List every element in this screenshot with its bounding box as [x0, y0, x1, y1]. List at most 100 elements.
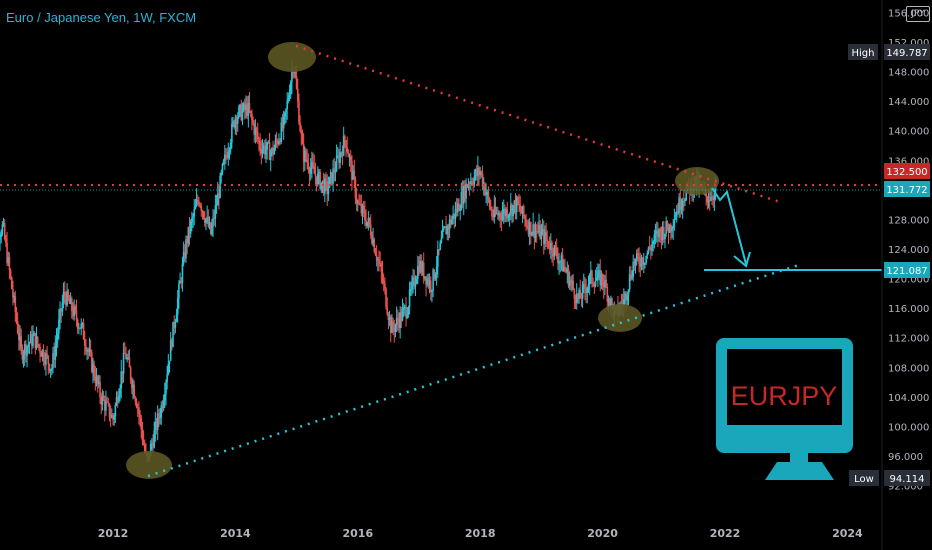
candle-body [321, 180, 324, 183]
candle-body [681, 200, 684, 208]
candle-body [411, 281, 413, 290]
candle-body [564, 266, 566, 270]
candle-body [179, 280, 181, 284]
candle-body [630, 274, 632, 279]
candle-body [677, 211, 679, 214]
candle-body [324, 178, 326, 194]
candle-body [575, 293, 578, 303]
candle-body [238, 107, 240, 118]
candle-body [279, 140, 281, 142]
candle-body [102, 395, 105, 401]
candle-body [467, 184, 470, 188]
candle-body [208, 222, 211, 227]
candle-body [288, 94, 291, 99]
candle-body [111, 414, 113, 418]
candle-body [539, 225, 542, 239]
currency-badge[interactable]: JPY [906, 6, 930, 22]
ascending-trendline[interactable] [147, 262, 803, 478]
x-tick-label: 2012 [98, 527, 129, 540]
candle-body [21, 348, 24, 360]
candle-body [631, 276, 633, 279]
candle-body [650, 248, 652, 251]
candle-body [447, 225, 450, 230]
candle-body [189, 221, 192, 234]
candle-body [414, 283, 417, 287]
candle-body [32, 335, 34, 346]
low-value-badge: 94.114 [884, 470, 930, 486]
candle-body [548, 246, 551, 250]
projection-arrow[interactable] [711, 187, 747, 265]
candle-body [228, 149, 231, 153]
candle-body [27, 344, 30, 347]
candle-body [305, 150, 307, 160]
candle-body [40, 353, 43, 357]
candle-body [473, 176, 476, 185]
candle-body [332, 168, 334, 184]
candle-body [448, 219, 451, 230]
candle-body [232, 121, 234, 124]
candle-body [99, 381, 101, 398]
candle-body [206, 216, 208, 220]
candle-body [710, 196, 712, 201]
candle-body [664, 233, 666, 240]
candle-body [107, 401, 110, 404]
candle-body [434, 274, 437, 279]
candle-body [504, 208, 506, 216]
candle-body [49, 368, 52, 371]
candle-body [610, 298, 612, 306]
candle-body [20, 336, 22, 349]
candle-body [712, 198, 715, 200]
candle-body [100, 397, 103, 405]
candle-body [604, 279, 606, 288]
x-tick-label: 2020 [587, 527, 618, 540]
candle-body [69, 298, 72, 304]
candle-body [438, 249, 440, 251]
candle-body [346, 147, 349, 152]
candle-body [322, 180, 325, 194]
candle-body [673, 219, 676, 227]
candle-body [151, 443, 153, 445]
candle-body [345, 140, 347, 148]
candle-body [369, 224, 372, 236]
candle-body [198, 201, 200, 205]
y-tick-label: 104.000 [888, 393, 929, 404]
candle-body [14, 296, 17, 313]
candle-body [534, 231, 537, 239]
svg-text:132.500: 132.500 [886, 167, 927, 178]
descending-trendline[interactable] [295, 44, 781, 204]
candle-body [205, 219, 207, 223]
candle-body [347, 151, 350, 158]
candle-body [181, 263, 184, 283]
candle-body [306, 159, 308, 163]
candle-body [154, 421, 157, 431]
candle-body [182, 252, 185, 264]
candle-body [452, 213, 454, 220]
candle-body [587, 284, 590, 288]
candle-body [425, 276, 427, 285]
candle-body [22, 354, 25, 360]
candle-body [598, 269, 600, 272]
candle-body [291, 71, 293, 83]
candle-body [532, 224, 534, 233]
candle-body [85, 345, 87, 352]
candle-body [713, 191, 716, 200]
candle-body [661, 226, 664, 240]
candle-body [421, 262, 424, 273]
candle-body [545, 231, 547, 240]
candle-body [132, 384, 134, 389]
candle-body [71, 298, 73, 311]
candle-body [171, 339, 173, 348]
candle-body [188, 226, 191, 234]
candle-body [524, 216, 526, 220]
y-tick-label: 100.000 [888, 422, 929, 433]
candle-body [437, 249, 439, 268]
candle-body [175, 314, 178, 322]
candle-body [268, 142, 271, 160]
candle-body [231, 123, 233, 143]
candle-body [660, 232, 663, 240]
candle-body [507, 215, 510, 218]
y-tick-label: 136.000 [888, 156, 929, 167]
candle-body [118, 395, 120, 403]
